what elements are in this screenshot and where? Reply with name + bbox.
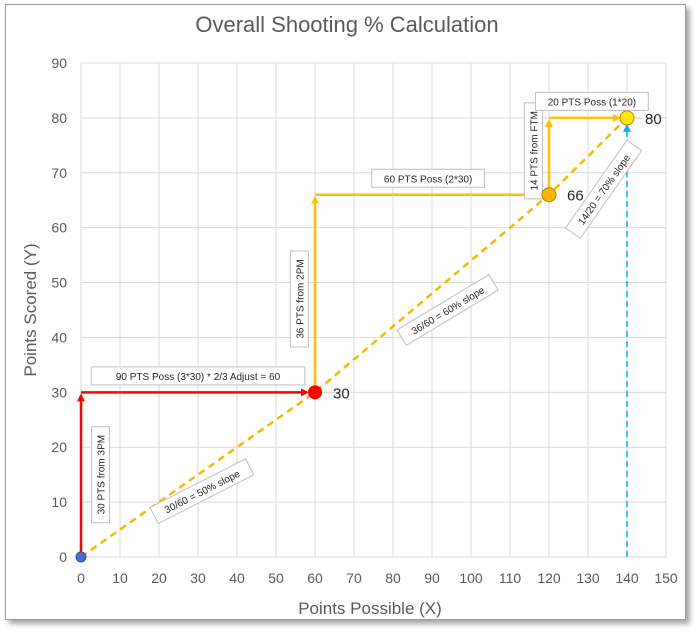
annotation: 14 PTS from FTM — [523, 102, 543, 200]
x-tick-label: 50 — [268, 570, 284, 586]
x-tick-label: 110 — [499, 570, 522, 586]
annotation-text: 90 PTS Poss (3*30) * 2/3 Adjust = 60 — [116, 372, 281, 383]
y-tick-label: 0 — [59, 549, 67, 565]
annotation: 30/60 = 50% slope — [149, 458, 255, 525]
annotation-box — [564, 139, 643, 240]
x-tick-label: 70 — [346, 570, 362, 586]
annotation-box — [90, 366, 306, 386]
x-tick-label: 10 — [112, 570, 128, 586]
annotation-text: 60 PTS Poss (2*30) — [384, 174, 472, 185]
y-tick-label: 90 — [51, 55, 67, 71]
data-point — [619, 110, 635, 126]
annotation-text: 14/20 = 70% slope — [576, 153, 633, 228]
data-points: 30 66 80 — [75, 110, 662, 563]
annotation-box — [371, 168, 486, 188]
x-tick-label: 120 — [537, 570, 561, 586]
x-tick-label: 40 — [229, 570, 245, 586]
y-tick-label: 30 — [51, 384, 67, 400]
annotation-box — [535, 91, 649, 111]
point-label: 30 — [333, 385, 350, 402]
grid — [80, 62, 667, 558]
x-tick-label: 130 — [576, 570, 600, 586]
x-tick-label: 140 — [615, 570, 639, 586]
y-axis-title: Points Scored (Y) — [21, 243, 40, 376]
point-label: 66 — [567, 188, 584, 205]
x-tick-label: 90 — [424, 570, 440, 586]
annotation-text: 14 PTS from FTM — [529, 111, 540, 190]
annotation: 20 PTS Poss (1*20) — [535, 91, 649, 111]
data-point — [75, 551, 87, 563]
annotation: 36 PTS from 2PM — [289, 250, 309, 348]
data-point — [308, 385, 322, 400]
annotation-text: 20 PTS Poss (1*20) — [548, 97, 636, 108]
annotation: 60 PTS Poss (2*30) — [371, 168, 486, 188]
tick-labels: 0 10 20 30 40 50 60 70 80 90 100 110 120 130 140 150 0 10… — [51, 55, 677, 586]
data-point — [541, 187, 557, 203]
y-tick-label: 20 — [51, 439, 67, 455]
annotation-box — [91, 426, 110, 524]
chart-title: Overall Shooting % Calculation — [195, 12, 498, 37]
annotation: 90 PTS Poss (3*30) * 2/3 Adjust = 60 — [90, 366, 306, 386]
y-tick-label: 50 — [51, 275, 67, 291]
x-axis-title: Points Possible (X) — [298, 599, 442, 618]
x-tick-label: 20 — [151, 570, 167, 586]
x-tick-label: 100 — [459, 570, 483, 586]
annotation-box — [149, 458, 255, 525]
annotations: 30 PTS from 3PM 90 PTS Poss (3*30) * 2/3 … — [90, 91, 649, 525]
x-tick-label: 150 — [654, 570, 678, 586]
y-tick-label: 70 — [51, 165, 67, 181]
annotation-text: 36 PTS from 2PM — [295, 259, 306, 338]
annotation: 30 PTS from 3PM — [91, 426, 110, 524]
annotation-box — [396, 273, 499, 347]
annotation-box — [523, 102, 543, 200]
point-label: 80 — [645, 111, 662, 128]
y-tick-label: 60 — [51, 220, 67, 236]
x-tick-label: 30 — [190, 570, 206, 586]
y-tick-label: 40 — [51, 329, 67, 345]
annotation-text: 30 PTS from 3PM — [97, 435, 108, 514]
x-tick-label: 60 — [307, 570, 323, 586]
annotation-text: 36/60 = 60% slope — [410, 285, 487, 337]
y-tick-label: 80 — [51, 110, 67, 126]
annotation-box — [289, 250, 309, 348]
x-tick-label: 80 — [385, 570, 401, 586]
y-tick-label: 10 — [51, 494, 67, 510]
series-lines — [77, 113, 631, 559]
x-tick-label: 0 — [77, 570, 85, 586]
